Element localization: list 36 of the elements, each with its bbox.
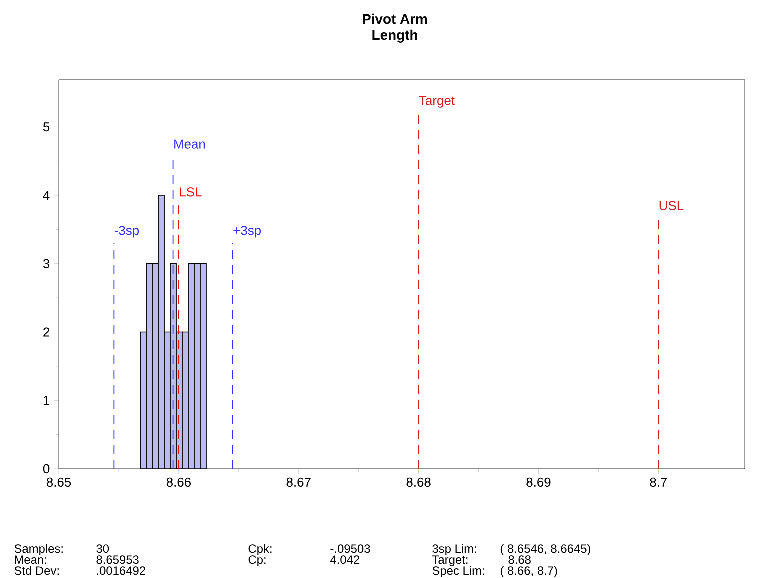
text: 8.65953 — [96, 556, 139, 564]
text: Mean: — [15, 556, 46, 564]
ref-line-label: -3sp — [114, 226, 140, 238]
text: Spec Lim: — [432, 566, 484, 578]
y-tick-label: 1 — [44, 396, 50, 406]
text: 3sp Lim: — [432, 544, 476, 556]
text: Std Dev: — [14, 566, 59, 576]
text: Cp: — [248, 556, 266, 566]
text: ( 8.66, 8.7) — [500, 566, 558, 578]
y-tick-label: 3 — [43, 259, 50, 268]
y-tick-label: 4 — [43, 191, 50, 200]
y-tick-label: 5 — [43, 122, 50, 132]
x-tick-label: 8.67 — [286, 478, 311, 488]
x-tick-label: 8.7 — [650, 478, 668, 488]
text: 4.042 — [330, 556, 360, 564]
text: Cpk: — [248, 544, 272, 556]
text: .0016492 — [97, 566, 146, 576]
text: 30 — [96, 544, 110, 554]
y-tick-label: 2 — [44, 328, 50, 337]
ref-line-label: USL — [660, 201, 684, 210]
y-tick-label: 0 — [43, 464, 50, 474]
x-tick-label: 8.66 — [166, 478, 191, 488]
chart-title: Pivot Arm — [363, 14, 428, 24]
ref-line-label: Target — [419, 96, 455, 108]
ref-line-label: +3sp — [234, 226, 262, 238]
text: -.09503 — [330, 544, 370, 554]
x-tick-label: 8.68 — [406, 478, 431, 488]
text: 8.68 — [508, 556, 531, 564]
text: Samples: — [14, 544, 63, 556]
text: Target: — [432, 556, 468, 566]
ref-line-label: LSL — [180, 188, 202, 197]
chart-subtitle: Length — [372, 30, 418, 43]
x-tick-label: 8.69 — [526, 478, 551, 488]
text: ( 8.6546, 8.6645) — [500, 544, 590, 556]
x-tick-label: 8.65 — [46, 478, 72, 488]
ref-line-label: Mean — [174, 140, 206, 149]
